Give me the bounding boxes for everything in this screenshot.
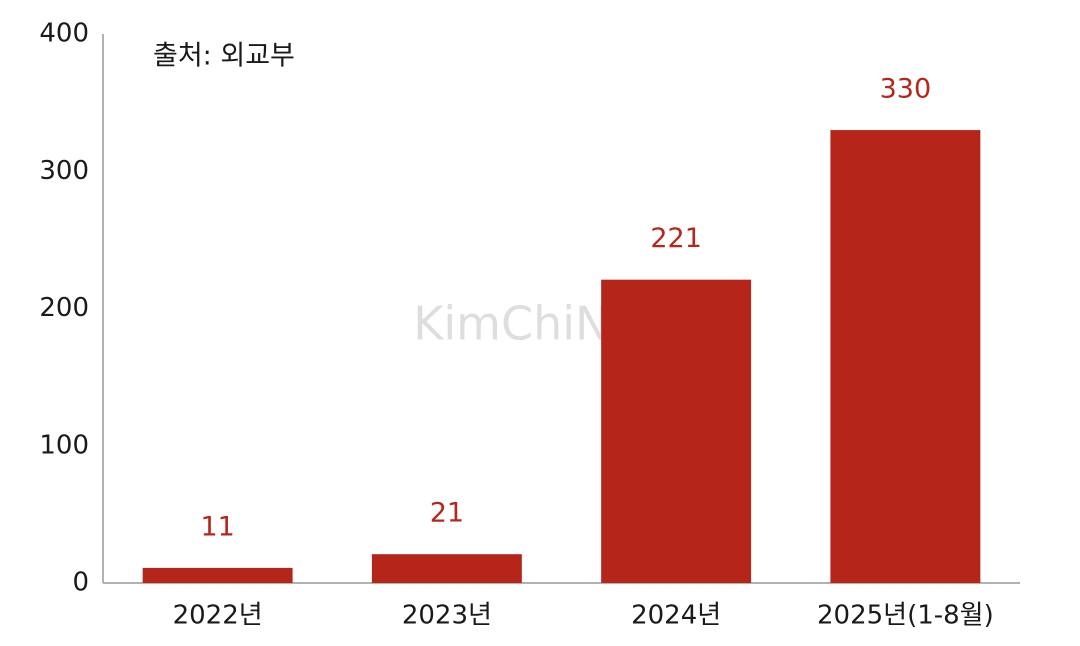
value-label: 330 [880, 74, 932, 105]
source-note: 출처: 외교부 [153, 41, 295, 72]
x-tick-label: 2025년(1-8월) [817, 601, 994, 631]
y-tick-label: 0 [72, 568, 89, 598]
value-label: 221 [650, 223, 702, 254]
x-tick-label: 2022년 [173, 601, 263, 631]
bar [371, 554, 522, 583]
y-tick-label: 200 [39, 293, 89, 323]
value-label: 11 [200, 511, 234, 542]
bar [601, 279, 752, 583]
bar [830, 130, 981, 583]
y-tick-label: 400 [39, 19, 89, 49]
y-tick-label: 100 [39, 430, 89, 460]
value-label: 21 [430, 498, 464, 529]
y-tick-label: 300 [39, 156, 89, 186]
bar [142, 567, 293, 583]
x-tick-label: 2024년 [631, 601, 721, 631]
x-tick-label: 2023년 [402, 601, 492, 631]
